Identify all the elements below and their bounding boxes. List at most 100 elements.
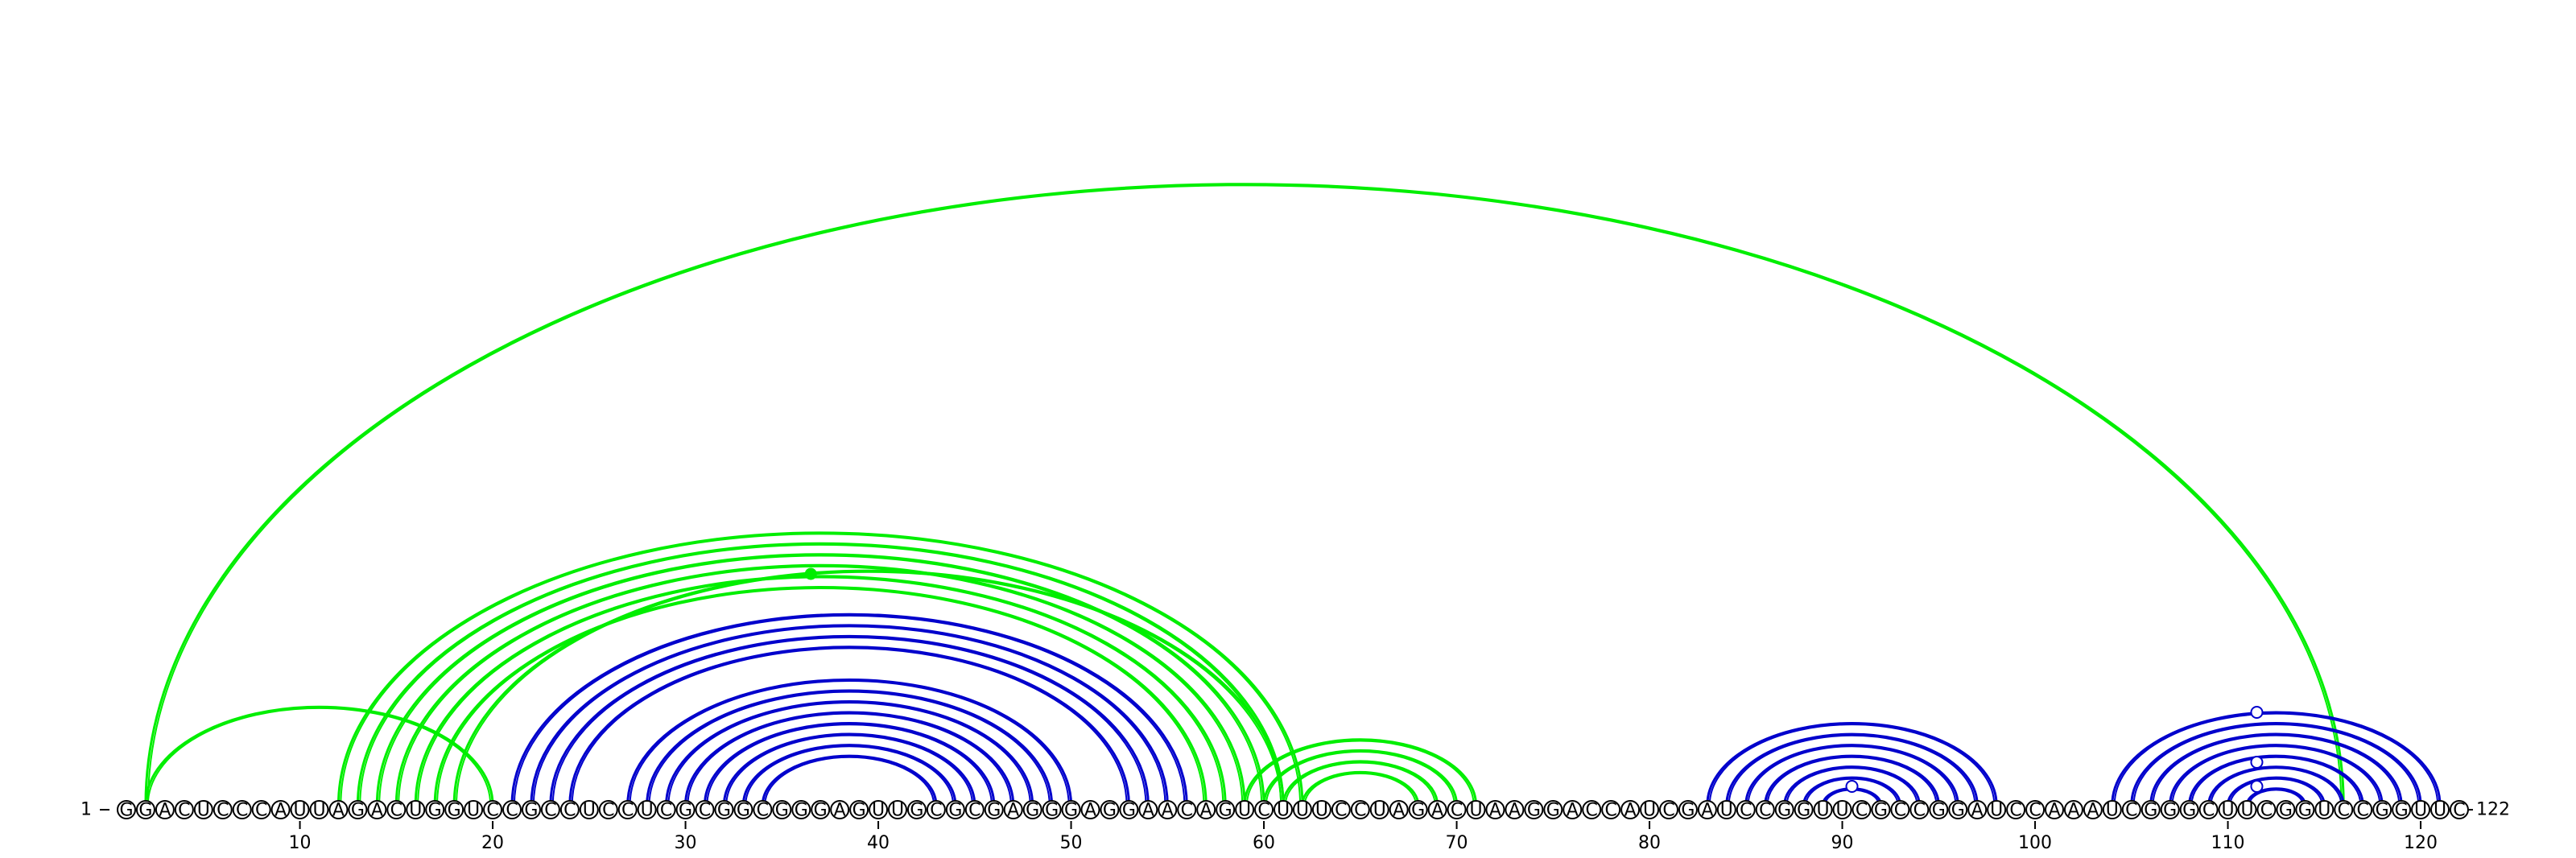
nucleotide-letter: C (1856, 801, 1868, 821)
blue-pair-arc (741, 744, 957, 806)
nucleotide-letter: C (178, 801, 190, 821)
nucleotide-letter: C (2029, 801, 2041, 821)
nucleotide: C (1890, 800, 1910, 821)
nucleotide: G (2160, 800, 2180, 821)
nucleotide-letter: G (1932, 801, 1946, 821)
blue-pair-arc (684, 711, 1015, 806)
nucleotide-letter: C (1586, 801, 1598, 821)
nucleotide: G (1794, 800, 1814, 821)
nucleotide-letter: U (1296, 801, 1309, 821)
nucleotide: A (270, 800, 291, 821)
nucleotide: G (1408, 800, 1428, 821)
nucleotide: A (1003, 800, 1023, 821)
nucleotide-letter: G (2144, 801, 2157, 821)
blue-pair-arc (665, 699, 1034, 806)
nucleotide-letter: G (1951, 801, 1965, 821)
nucleotide: G (2140, 800, 2161, 821)
filled-marker-dot (804, 567, 817, 580)
nucleotide: A (830, 800, 850, 821)
nucleotide: U (406, 800, 426, 821)
nucleotide-letter: G (1219, 801, 1232, 821)
nucleotide-letter: U (1720, 801, 1733, 821)
nucleotide: U (637, 800, 657, 821)
nucleotide: A (1427, 800, 1447, 821)
blue-pair-arc (1764, 754, 1940, 806)
blue-pair-arc (2188, 754, 2364, 806)
nucleotide: G (1543, 800, 1563, 821)
nucleotide-letter: A (159, 801, 171, 821)
nucleotide: G (117, 800, 136, 821)
nucleotide-letter: U (312, 801, 325, 821)
nucleotide-letter: U (1238, 801, 1251, 821)
nucleotide-letter: G (1777, 801, 1791, 821)
nucleotide-letter: C (564, 801, 576, 821)
nucleotide-letter: G (1026, 801, 1039, 821)
nucleotide-letter: G (2182, 801, 2196, 821)
nucleotide: A (1080, 800, 1100, 821)
nucleotide: G (675, 800, 696, 821)
nucleotide-letter: G (524, 801, 538, 821)
end-index-label: 122 (2476, 800, 2510, 820)
nucleotide-letter: G (2163, 801, 2177, 821)
nucleotide-letter: C (699, 801, 711, 821)
nucleotide-letter: U (641, 801, 654, 821)
nucleotide: C (2256, 800, 2277, 821)
tick-label: 30 (675, 833, 697, 853)
nucleotide: A (1697, 800, 1717, 821)
nucleotide-letter: C (2453, 801, 2465, 821)
nucleotide-letter: G (852, 801, 866, 821)
green-pair-arc (144, 705, 494, 806)
nucleotide: G (714, 800, 734, 821)
nucleotide: A (1505, 800, 1525, 821)
nucleotide-letter: G (775, 801, 789, 821)
nucleotide-letter: A (2048, 801, 2060, 821)
nucleotide: U (1292, 800, 1312, 821)
blue-pair-arc (530, 624, 1169, 806)
nucleotide: U (579, 800, 599, 821)
nucleotide: C (2334, 800, 2354, 821)
nucleotide-letter: C (621, 801, 634, 821)
nucleotide-letter: G (948, 801, 962, 821)
nucleotide: A (1563, 800, 1583, 821)
nucleotide-letter: C (390, 801, 402, 821)
nucleotide: G (772, 800, 792, 821)
nucleotide: C (1909, 800, 1930, 821)
nucleotide: A (1967, 800, 1988, 821)
nucleotide-letter: U (293, 801, 306, 821)
nucleotide: C (617, 800, 638, 821)
nucleotide: U (1640, 800, 1660, 821)
nucleotide-letter: C (2202, 801, 2215, 821)
nucleotide-letter: C (1354, 801, 1366, 821)
nucleotide-letter: A (1431, 801, 1443, 821)
nucleotide: U (2430, 800, 2450, 821)
blue-pair-arc (646, 689, 1054, 806)
nucleotide-letter: U (583, 801, 596, 821)
green-pair-arc (433, 585, 1208, 806)
open-marker-dot (1845, 780, 1859, 793)
nucleotide: C (386, 800, 407, 821)
nucleotide: U (2314, 800, 2334, 821)
blue-pair-arc (1744, 744, 1959, 806)
nucleotide-letter: A (1624, 801, 1637, 821)
blue-pair-arc (626, 678, 1073, 806)
nucleotide: G (2295, 800, 2315, 821)
nucleotide-letter: G (1874, 801, 1888, 821)
nucleotide: G (1022, 800, 1042, 821)
tick-label: 90 (1831, 833, 1854, 853)
nucleotide: C (753, 800, 773, 821)
nucleotide-letter: C (1181, 801, 1193, 821)
nucleotide-letter: G (2395, 801, 2409, 821)
nucleotide-letter: C (2009, 801, 2021, 821)
tick-label: 50 (1060, 833, 1083, 853)
nucleotide: C (232, 800, 252, 821)
nucleotide: C (2353, 800, 2373, 821)
nucleotide-letter: G (1064, 801, 1078, 821)
tick-label: 20 (481, 833, 504, 853)
green-pair-arc (1262, 749, 1459, 806)
nucleotide-letter: A (1567, 801, 1579, 821)
nucleotide: U (888, 800, 907, 821)
nucleotide-letter: C (660, 801, 672, 821)
blue-pair-arc (549, 634, 1150, 806)
nucleotide-letter: C (1759, 801, 1771, 821)
blue-pair-arc (2149, 732, 2403, 806)
